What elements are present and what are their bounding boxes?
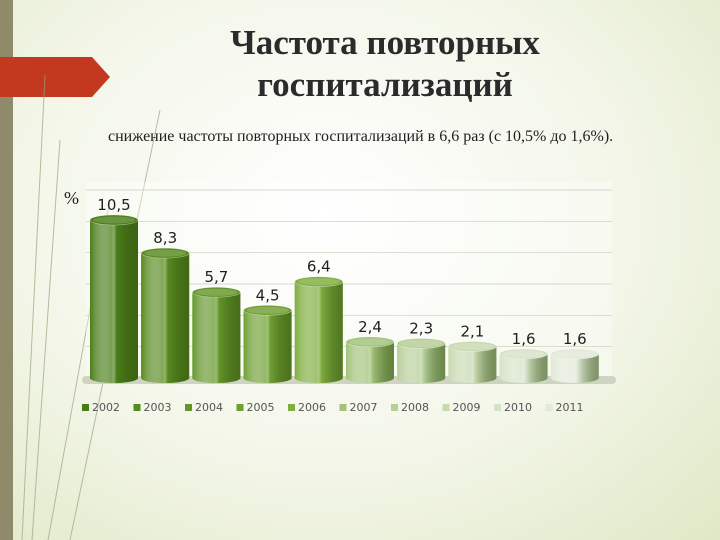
legend-label: 2004 [195,401,223,414]
legend-label: 2003 [144,401,172,414]
bar-top [345,336,395,348]
legend-item-2003: 2003 [133,401,172,414]
legend-swatch [288,404,295,411]
title-line-2: госпитализаций [257,65,513,104]
value-label-2005: 4,5 [256,286,280,304]
bar-top [89,214,139,226]
bar-shading [346,341,394,383]
bar-top-highlight [349,338,391,346]
legend-item-2004: 2004 [185,401,223,414]
bar-top-highlight [502,350,545,358]
legend-label: 2007 [350,401,378,414]
legend-label: 2002 [92,401,120,414]
value-label-2011: 1,6 [563,330,587,348]
value-label-2004: 5,7 [204,268,228,286]
value-labels: 10,5 8,3 5,7 4,5 6,4 2,4 2,3 2,1 1,6 1,6 [97,196,586,348]
legend-swatch [236,404,244,411]
legend-label: 2008 [401,401,429,414]
value-label-2002: 10,5 [97,196,130,214]
bar-shading [90,220,138,383]
legend-label: 2006 [298,401,326,414]
bar-top [140,247,190,259]
bar-2009 [448,341,497,383]
bar-2006 [294,276,344,383]
bar-2005 [243,304,292,383]
value-label-2007: 2,4 [358,318,382,336]
legend-item-2007: 2007 [339,401,378,414]
legend-item-2008: 2008 [391,401,429,414]
legend-item-2010: 2010 [494,401,532,414]
legend-item-2006: 2006 [288,401,326,414]
legend: 2002 2003 2004 2005 2006 2007 2008 2009 2010 2011 [82,401,584,414]
legend-item-2011: 2011 [545,401,584,414]
legend-swatch [391,404,398,411]
subtitle: снижение частоты повторных госпитализаци… [108,128,614,145]
legend-swatch [82,404,89,411]
bar-top-highlight [451,342,494,350]
bar-top [448,341,497,352]
bar-2008 [396,338,446,383]
left-stripe [0,0,13,540]
legend-swatch [185,404,192,411]
bar-top [396,338,446,349]
bar-2002 [89,214,139,383]
bar-2003 [140,247,190,383]
bar-top [243,304,292,316]
bar-2011 [550,348,600,383]
bars [89,214,600,383]
legend-label: 2011 [556,401,584,414]
value-label-2008: 2,3 [409,319,433,337]
unit-label: % [64,188,79,208]
legend-item-2005: 2005 [236,401,275,414]
bar-shading [192,292,241,383]
legend-swatch [133,404,141,411]
bar-shading [550,353,599,383]
legend-swatch [442,404,450,411]
bar-shading [141,253,190,383]
legend-item-2002: 2002 [82,401,120,414]
legend-label: 2005 [247,401,275,414]
bar-2004 [192,286,241,383]
bar-shading [397,343,446,383]
bar-top-highlight [400,339,443,347]
title-line-1: Частота повторных [230,23,540,62]
bar-shading [499,353,548,383]
legend-swatch [339,404,347,411]
page-title: Частота повторных госпитализаций [150,22,620,106]
accent-arrow [0,57,110,97]
legend-label: 2009 [453,401,481,414]
bar-top [550,348,600,360]
bar-top [294,276,344,287]
bar-2010 [499,348,548,383]
bar-top [192,286,241,298]
bar-shading [243,310,292,383]
value-label-2006: 6,4 [307,258,331,276]
legend-label: 2010 [504,401,532,414]
bar-top-highlight [297,278,340,286]
legend-item-2009: 2009 [442,401,481,414]
bar-top-highlight [93,216,135,224]
bar-2007 [345,336,395,383]
bar-top [499,348,548,360]
bar-top-highlight [195,288,238,296]
value-label-2010: 1,6 [512,330,536,348]
bar-shading [448,346,497,383]
bar-top-highlight [553,350,596,358]
value-label-2003: 8,3 [153,229,177,247]
bar-top-highlight [246,306,289,314]
legend-swatch [545,404,553,411]
bar-shading [294,281,343,383]
value-label-2009: 2,1 [460,322,484,340]
legend-swatch [494,404,501,411]
bar-top-highlight [144,249,187,257]
